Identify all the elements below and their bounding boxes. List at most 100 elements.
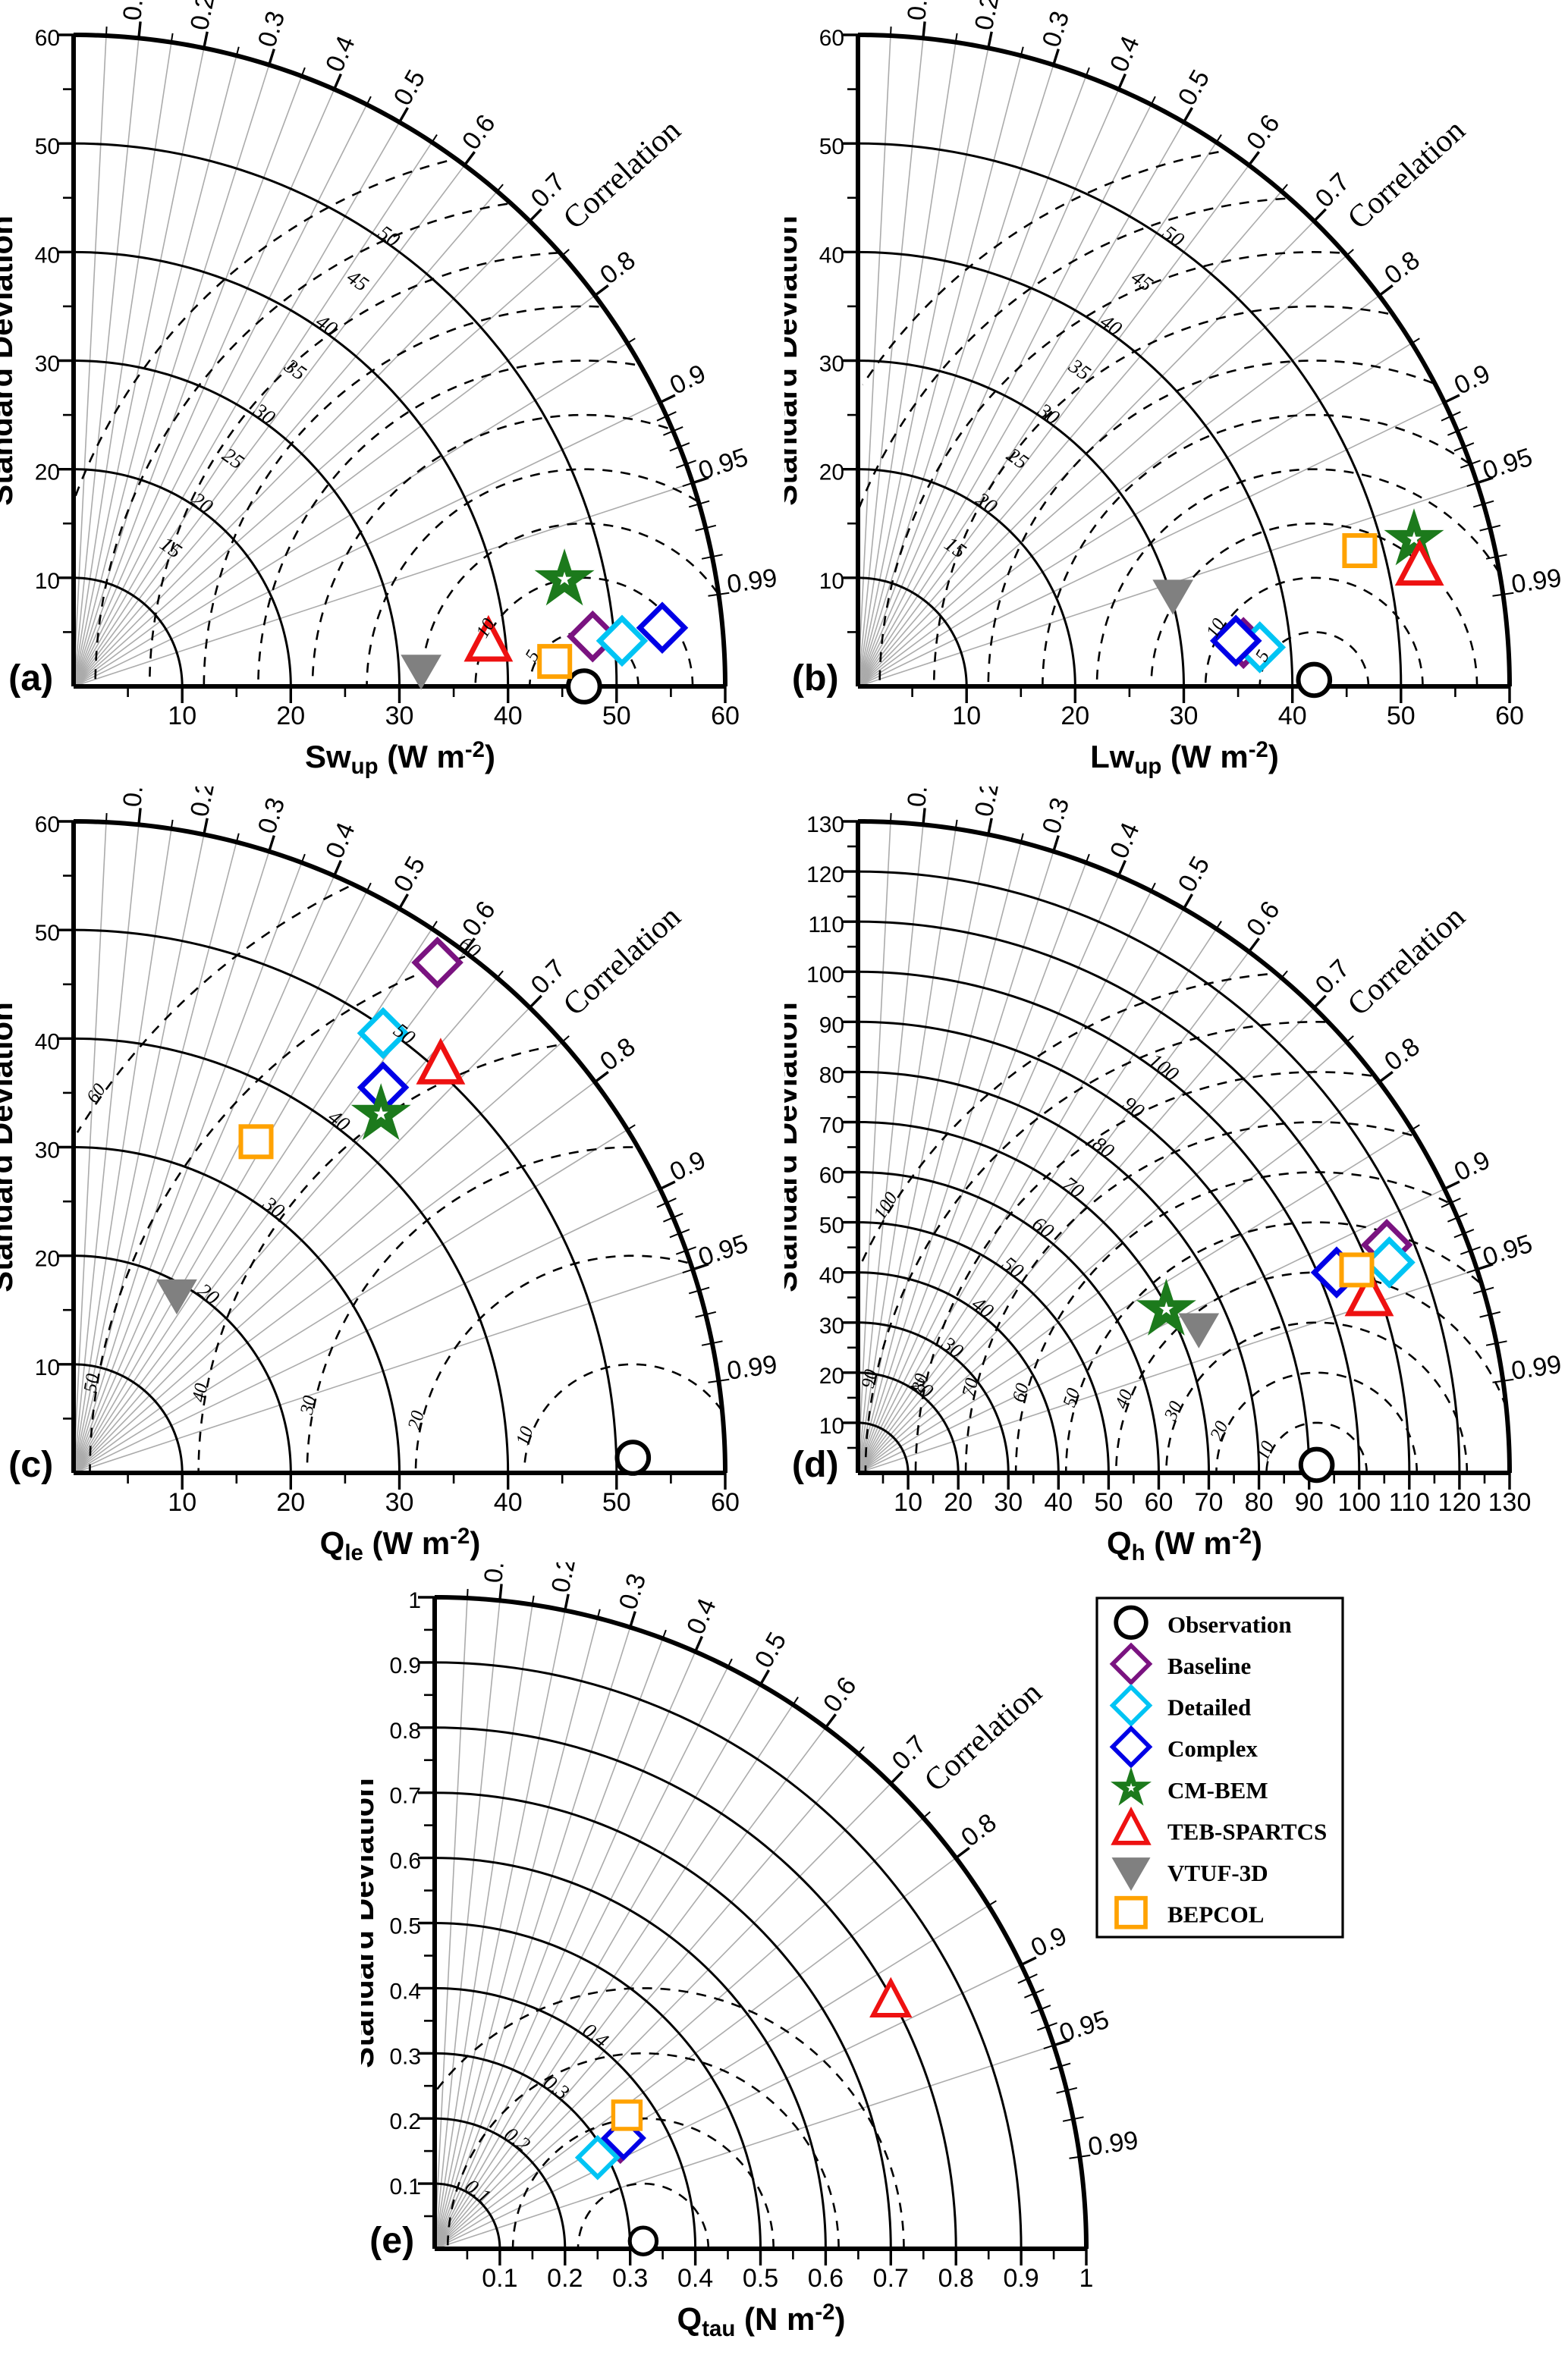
svg-text:30: 30 xyxy=(297,1394,321,1417)
svg-text:20: 20 xyxy=(819,1364,844,1389)
svg-text:(c): (c) xyxy=(8,1444,53,1485)
svg-text:★: ★ xyxy=(556,570,573,590)
svg-text:10: 10 xyxy=(819,1414,844,1439)
svg-text:40: 40 xyxy=(1044,1488,1073,1517)
svg-text:10: 10 xyxy=(168,1488,196,1517)
svg-text:★: ★ xyxy=(1126,1782,1136,1794)
svg-text:0.9: 0.9 xyxy=(1003,2264,1039,2293)
svg-text:40: 40 xyxy=(35,1029,60,1054)
svg-text:110: 110 xyxy=(1389,1488,1430,1517)
svg-text:20: 20 xyxy=(276,702,305,730)
svg-text:0.8: 0.8 xyxy=(389,1719,421,1744)
svg-text:50: 50 xyxy=(819,134,844,159)
svg-text:0.1: 0.1 xyxy=(389,2174,421,2199)
svg-text:10: 10 xyxy=(168,702,196,730)
svg-text:40: 40 xyxy=(1278,702,1307,730)
svg-text:20: 20 xyxy=(1061,702,1089,730)
svg-text:20: 20 xyxy=(35,1247,60,1272)
svg-text:0.4: 0.4 xyxy=(677,2264,713,2293)
svg-text:0.3: 0.3 xyxy=(612,2264,648,2293)
svg-text:Standard Deviation: Standard Deviation xyxy=(361,1778,380,2068)
svg-text:BEPCOL: BEPCOL xyxy=(1167,1901,1264,1928)
svg-text:0.5: 0.5 xyxy=(743,2264,778,2293)
svg-text:10: 10 xyxy=(35,1355,60,1380)
svg-text:40: 40 xyxy=(35,243,60,268)
svg-text:60: 60 xyxy=(35,26,60,51)
svg-text:30: 30 xyxy=(819,352,844,377)
svg-text:50: 50 xyxy=(35,134,60,159)
svg-text:0.3: 0.3 xyxy=(389,2044,421,2069)
svg-text:90: 90 xyxy=(819,1013,844,1038)
svg-text:50: 50 xyxy=(80,1372,103,1394)
svg-text:20: 20 xyxy=(819,460,844,485)
svg-text:30: 30 xyxy=(385,702,414,730)
svg-text:(a): (a) xyxy=(8,658,53,699)
svg-text:80: 80 xyxy=(1245,1488,1274,1517)
svg-text:0.1: 0.1 xyxy=(118,0,150,22)
svg-text:100: 100 xyxy=(1337,1488,1381,1517)
svg-text:20: 20 xyxy=(944,1488,973,1517)
svg-text:30: 30 xyxy=(385,1488,414,1517)
svg-text:0.6: 0.6 xyxy=(389,1849,421,1874)
svg-text:20: 20 xyxy=(35,460,60,485)
svg-text:★: ★ xyxy=(1158,1299,1174,1320)
svg-text:0.7: 0.7 xyxy=(389,1784,421,1809)
svg-text:30: 30 xyxy=(35,352,60,377)
svg-text:30: 30 xyxy=(1170,702,1199,730)
svg-text:★: ★ xyxy=(372,1104,389,1125)
svg-text:50: 50 xyxy=(819,1214,844,1239)
svg-text:40: 40 xyxy=(819,1264,844,1289)
svg-text:Standard Deviation: Standard Deviation xyxy=(0,215,19,506)
svg-text:VTUF-3D: VTUF-3D xyxy=(1167,1860,1268,1886)
svg-text:Detailed: Detailed xyxy=(1167,1694,1251,1721)
svg-text:0.9: 0.9 xyxy=(389,1653,421,1678)
svg-text:0.1: 0.1 xyxy=(482,2264,517,2293)
svg-text:10: 10 xyxy=(35,569,60,594)
svg-text:(b): (b) xyxy=(792,658,839,699)
svg-text:50: 50 xyxy=(35,921,60,946)
svg-text:10: 10 xyxy=(819,569,844,594)
svg-text:70: 70 xyxy=(1195,1488,1224,1517)
svg-text:30: 30 xyxy=(35,1138,60,1163)
svg-text:60: 60 xyxy=(711,1488,740,1517)
svg-text:Observation: Observation xyxy=(1167,1611,1292,1637)
svg-text:20: 20 xyxy=(276,1488,305,1517)
svg-text:110: 110 xyxy=(808,912,844,937)
svg-text:40: 40 xyxy=(494,702,523,730)
svg-text:60: 60 xyxy=(1145,1488,1174,1517)
svg-text:60: 60 xyxy=(35,812,60,837)
svg-text:Standard Deviation: Standard Deviation xyxy=(0,1002,19,1292)
svg-text:1: 1 xyxy=(408,1588,421,1613)
svg-text:60: 60 xyxy=(711,702,740,730)
svg-text:(e): (e) xyxy=(369,2220,414,2261)
svg-text:60: 60 xyxy=(1495,702,1524,730)
svg-text:Standard Deviation: Standard Deviation xyxy=(784,215,803,506)
svg-text:1: 1 xyxy=(1079,2264,1094,2293)
svg-text:CM-BEM: CM-BEM xyxy=(1167,1777,1268,1804)
svg-text:Complex: Complex xyxy=(1167,1735,1258,1762)
svg-text:70: 70 xyxy=(819,1113,844,1138)
svg-text:130: 130 xyxy=(1488,1488,1532,1517)
svg-text:100: 100 xyxy=(806,962,844,987)
svg-text:10: 10 xyxy=(894,1488,922,1517)
svg-text:0.7: 0.7 xyxy=(873,2264,909,2293)
svg-text:50: 50 xyxy=(602,1488,631,1517)
svg-text:60: 60 xyxy=(819,26,844,51)
svg-text:40: 40 xyxy=(494,1488,523,1517)
svg-text:90: 90 xyxy=(1295,1488,1324,1517)
svg-text:50: 50 xyxy=(602,702,631,730)
svg-text:0.4: 0.4 xyxy=(389,1979,421,2004)
svg-text:10: 10 xyxy=(952,702,981,730)
svg-text:0.6: 0.6 xyxy=(808,2264,844,2293)
svg-text:130: 130 xyxy=(806,812,844,837)
svg-text:80: 80 xyxy=(819,1063,844,1088)
svg-text:0.8: 0.8 xyxy=(938,2264,974,2293)
svg-text:0.1: 0.1 xyxy=(118,787,150,809)
svg-text:120: 120 xyxy=(1438,1488,1482,1517)
svg-text:TEB-SPARTCS: TEB-SPARTCS xyxy=(1167,1818,1327,1845)
svg-text:30: 30 xyxy=(819,1314,844,1339)
svg-text:0.2: 0.2 xyxy=(389,2109,421,2134)
svg-text:50: 50 xyxy=(1094,1488,1123,1517)
svg-text:40: 40 xyxy=(819,243,844,268)
svg-text:Baseline: Baseline xyxy=(1167,1653,1251,1679)
